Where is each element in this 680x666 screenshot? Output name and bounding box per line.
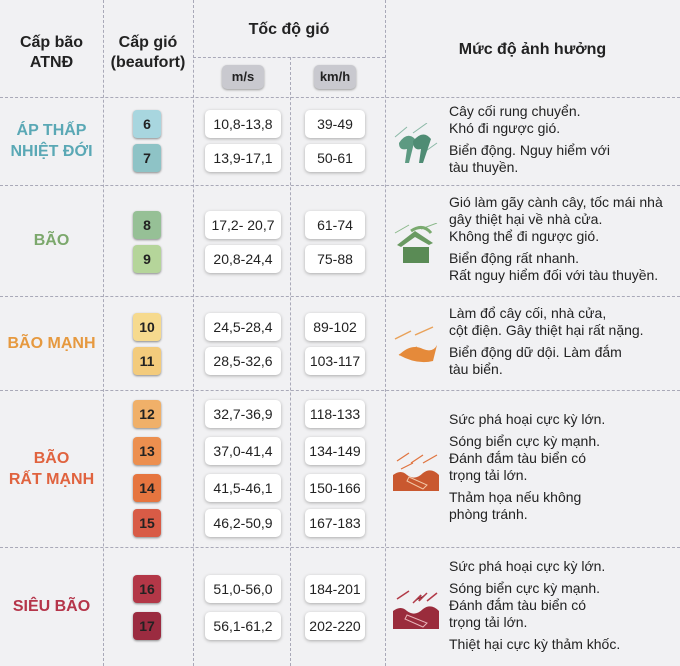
strong-wind-icon <box>394 326 437 363</box>
impact-line: Làm đổ cây cối, nhà cửa, cột điện. Gây t… <box>449 305 644 338</box>
speed-kmh: 50-61 <box>305 144 365 172</box>
beaufort-badge: 7 <box>133 144 161 172</box>
row-divider <box>0 296 680 297</box>
header-wind-speed: Tốc độ gió <box>248 21 330 38</box>
impact-line: Thiệt hại cực kỳ thảm khốc. <box>449 635 621 652</box>
impact-line: Gió làm gãy cành cây, tốc mái nhà gây th… <box>449 194 663 244</box>
beaufort-badge: 8 <box>133 211 161 239</box>
speed-kmh: 61-74 <box>305 211 365 239</box>
speed-ms: 28,5-32,6 <box>205 347 281 375</box>
impact-line: Sức phá hoại cực kỳ lớn. <box>449 411 606 427</box>
speed-kmh: 39-49 <box>305 110 365 138</box>
speed-ms: 46,2-50,9 <box>205 509 281 537</box>
wind-trees-icon <box>394 123 438 163</box>
speed-kmh: 89-102 <box>305 313 365 341</box>
sinking-ship-icon <box>393 452 439 491</box>
row-divider <box>0 390 680 391</box>
header-wind-level: Cấp gió (beaufort) <box>110 34 186 71</box>
speed-ms: 37,0-41,4 <box>205 437 281 465</box>
beaufort-badge: 17 <box>133 612 161 640</box>
beaufort-badge: 12 <box>133 400 161 428</box>
speed-kmh: 150-166 <box>305 474 365 502</box>
impact-line: Thảm họa nếu không phòng tránh. <box>449 489 582 522</box>
impact-description: Gió làm gãy cành cây, tốc mái nhà gây th… <box>449 189 679 294</box>
impact-line: Biển động rất nhanh. Rất nguy hiểm đối v… <box>449 250 659 283</box>
impact-description: Làm đổ cây cối, nhà cửa, cột điện. Gây t… <box>449 300 679 388</box>
storm-category: ÁP THẤP NHIỆT ĐỚI <box>10 122 93 160</box>
speed-ms: 41,5-46,1 <box>205 474 281 502</box>
beaufort-badge: 10 <box>133 313 161 341</box>
sinking-ship-lightning-icon <box>393 589 439 629</box>
speed-kmh: 202-220 <box>305 612 365 640</box>
speed-ms: 17,2- 20,7 <box>205 211 281 239</box>
beaufort-badge: 14 <box>133 474 161 502</box>
unit-ms: m/s <box>222 65 264 89</box>
impact-line: Sóng biển cực kỳ mạnh. Đánh đắm tàu biển… <box>449 579 601 630</box>
speed-kmh: 134-149 <box>305 437 365 465</box>
impact-description: Cây cối rung chuyển. Khó đi ngược gió. Bi… <box>449 101 679 183</box>
broken-roof-icon <box>394 222 438 263</box>
speed-ms: 51,0-56,0 <box>205 575 281 603</box>
storm-category: BÃO <box>33 232 70 249</box>
beaufort-badge: 13 <box>133 437 161 465</box>
speed-ms: 56,1-61,2 <box>205 612 281 640</box>
impact-description: Sức phá hoại cực kỳ lớn. Sóng biển cực kỳ… <box>449 551 679 664</box>
impact-line: Cây cối rung chuyển. Khó đi ngược gió. <box>449 103 581 136</box>
beaufort-badge: 9 <box>133 245 161 273</box>
impact-line: Biển động. Nguy hiểm với tàu thuyền. <box>449 142 610 175</box>
row-divider <box>0 97 680 98</box>
speed-kmh: 184-201 <box>305 575 365 603</box>
row-divider <box>0 547 680 548</box>
speed-ms: 20,8-24,4 <box>205 245 281 273</box>
unit-kmh: km/h <box>314 65 356 89</box>
beaufort-badge: 6 <box>133 110 161 138</box>
speed-ms: 13,9-17,1 <box>205 144 281 172</box>
beaufort-badge: 15 <box>133 509 161 537</box>
impact-line: Biển động dữ dội. Làm đắm tàu biển. <box>449 344 622 377</box>
beaufort-badge: 16 <box>133 575 161 603</box>
impact-description: Sức phá hoại cực kỳ lớn. Sóng biển cực kỳ… <box>449 394 679 545</box>
storm-category: BÃO MẠNH <box>7 334 96 352</box>
speed-kmh: 167-183 <box>305 509 365 537</box>
speed-kmh: 75-88 <box>305 245 365 273</box>
header-impact: Mức độ ảnh hưởng <box>458 41 607 58</box>
speed-kmh: 103-117 <box>305 347 365 375</box>
storm-category: SIÊU BÃO <box>12 598 91 615</box>
impact-line: Sức phá hoại cực kỳ lớn. <box>449 557 606 574</box>
speed-ms: 10,8-13,8 <box>205 110 281 138</box>
impact-line: Sóng biển cực kỳ mạnh. Đánh đắm tàu biển… <box>449 433 601 483</box>
storm-category: BÃO RẤT MẠNH <box>8 449 95 488</box>
speed-ms: 24,5-28,4 <box>205 313 281 341</box>
row-divider <box>0 185 680 186</box>
speed-kmh: 118-133 <box>305 400 365 428</box>
header-storm-level: Cấp bão ATNĐ <box>19 34 84 71</box>
beaufort-badge: 11 <box>133 347 161 375</box>
speed-ms: 32,7-36,9 <box>205 400 281 428</box>
